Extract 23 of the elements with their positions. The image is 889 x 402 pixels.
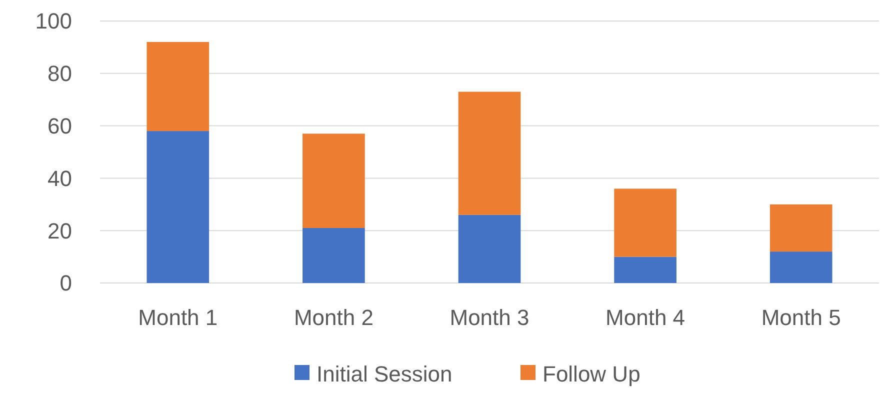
bar	[458, 92, 521, 215]
bar	[614, 256, 676, 283]
bar	[614, 188, 676, 257]
bar	[770, 204, 832, 252]
bar	[302, 134, 365, 228]
y-tick-label: 20	[48, 218, 72, 244]
y-tick-label: 100	[35, 8, 72, 34]
bar	[458, 214, 521, 283]
y-tick-label: 80	[48, 61, 72, 86]
x-tick-label: Month 3	[450, 305, 530, 330]
bar	[146, 131, 210, 283]
bar	[146, 42, 210, 132]
y-tick-label: 60	[48, 114, 72, 138]
bar	[770, 252, 832, 283]
y-tick-label: 40	[48, 166, 72, 191]
bar	[302, 228, 365, 283]
x-tick-label: Month 4	[606, 305, 686, 330]
x-tick-label: Month 5	[761, 305, 841, 330]
legend-label: Follow Up	[542, 362, 640, 387]
x-tick-label: Month 2	[294, 305, 374, 330]
legend-label: Initial Session	[316, 362, 452, 387]
y-tick-label: 0	[60, 270, 72, 296]
x-tick-label: Month 1	[138, 305, 218, 330]
